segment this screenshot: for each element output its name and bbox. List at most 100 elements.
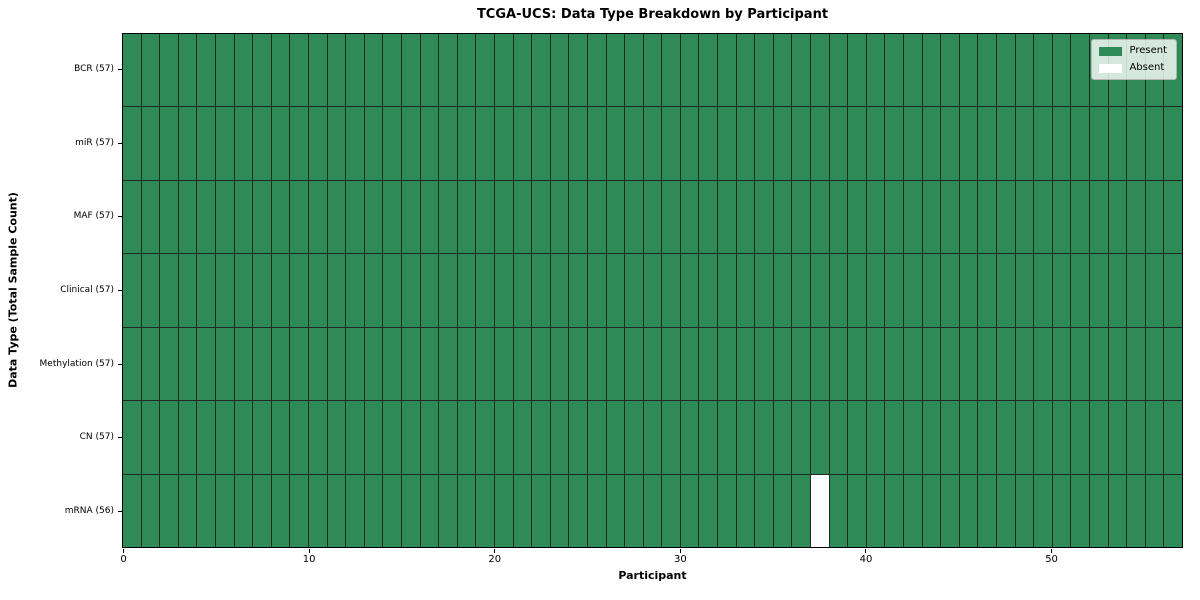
- heatmap-cell-present: [383, 180, 401, 254]
- legend: Present Absent: [1091, 39, 1177, 80]
- heatmap-cell-present: [197, 107, 215, 180]
- heatmap-cell-present: [457, 401, 476, 474]
- heatmap-cell-present: [290, 254, 308, 327]
- heatmap-cell-present: [1034, 34, 1052, 107]
- heatmap-cell-present: [550, 401, 569, 474]
- heatmap-cell-present: [401, 474, 420, 547]
- heatmap-cell-present: [959, 474, 978, 547]
- heatmap-cell-present: [1052, 401, 1071, 474]
- heatmap-cell-present: [1127, 107, 1145, 180]
- heatmap-cell-present: [755, 180, 773, 254]
- heatmap-cell-present: [457, 474, 476, 547]
- heatmap-cell-present: [643, 401, 662, 474]
- heatmap-cell-present: [1015, 180, 1034, 254]
- y-tick-label: MAF (57): [73, 211, 114, 222]
- heatmap-cell-present: [606, 180, 625, 254]
- heatmap-cell-present: [885, 254, 904, 327]
- heatmap-cell-present: [978, 474, 997, 547]
- x-tick-label: 20: [488, 554, 502, 565]
- heatmap-cell-present: [439, 180, 457, 254]
- heatmap-cell-present: [1071, 34, 1090, 107]
- heatmap-cell-present: [1090, 254, 1108, 327]
- heatmap-cell-present: [904, 34, 922, 107]
- heatmap-cell-present: [662, 180, 680, 254]
- heatmap-cell-present: [569, 180, 587, 254]
- heatmap-cell-present: [941, 180, 959, 254]
- heatmap-cell-present: [569, 401, 587, 474]
- heatmap-cell-present: [364, 254, 383, 327]
- heatmap-cell-present: [959, 107, 978, 180]
- heatmap-cell-present: [829, 474, 848, 547]
- heatmap-cell-present: [420, 254, 439, 327]
- heatmap-cell-present: [569, 107, 587, 180]
- heatmap-cell-present: [1164, 180, 1182, 254]
- heatmap-cell-present: [755, 107, 773, 180]
- heatmap-cell-present: [327, 254, 346, 327]
- heatmap-cell-present: [978, 107, 997, 180]
- heatmap-cell-present: [494, 327, 513, 401]
- heatmap-cell-present: [550, 180, 569, 254]
- heatmap-cell-present: [755, 401, 773, 474]
- heatmap-cell-present: [271, 474, 290, 547]
- heatmap-cell-present: [1052, 474, 1071, 547]
- heatmap-cell-present: [123, 34, 141, 107]
- heatmap-cell-present: [364, 34, 383, 107]
- heatmap-cell-present: [532, 327, 550, 401]
- heatmap-cell-present: [941, 474, 959, 547]
- heatmap-cell-present: [215, 401, 234, 474]
- heatmap-cell-present: [532, 474, 550, 547]
- heatmap-cell-present: [755, 34, 773, 107]
- heatmap-cell-present: [680, 327, 699, 401]
- x-axis-label: Participant: [618, 569, 687, 582]
- heatmap-cell-present: [290, 474, 308, 547]
- heatmap-cell-present: [439, 401, 457, 474]
- heatmap-cell-present: [160, 401, 178, 474]
- heatmap-cell-present: [587, 254, 606, 327]
- heatmap-cell-present: [123, 254, 141, 327]
- heatmap-cell-present: [197, 327, 215, 401]
- heatmap-cell-present: [978, 180, 997, 254]
- heatmap-cell-present: [178, 474, 197, 547]
- heatmap-cell-present: [513, 180, 532, 254]
- heatmap-cell-present: [401, 327, 420, 401]
- heatmap-cell-present: [699, 107, 718, 180]
- heatmap-cell-present: [364, 107, 383, 180]
- heatmap-cell-present: [494, 401, 513, 474]
- heatmap-cell-present: [606, 327, 625, 401]
- heatmap-cell-present: [253, 107, 271, 180]
- heatmap-cell-present: [997, 327, 1015, 401]
- heatmap-cell-present: [253, 401, 271, 474]
- heatmap-cell-present: [941, 401, 959, 474]
- heatmap-cell-present: [271, 107, 290, 180]
- heatmap-cell-present: [773, 180, 792, 254]
- heatmap-cell-present: [476, 254, 494, 327]
- heatmap-cell-present: [476, 34, 494, 107]
- heatmap-cell-present: [1164, 254, 1182, 327]
- heatmap-cell-present: [141, 107, 160, 180]
- x-tick-mark: [494, 549, 496, 553]
- heatmap-cell-present: [997, 254, 1015, 327]
- heatmap-cell-present: [160, 254, 178, 327]
- heatmap-cell-present: [439, 254, 457, 327]
- y-tick-label: miR (57): [75, 137, 114, 148]
- heatmap-cell-present: [290, 107, 308, 180]
- heatmap-cell-present: [959, 401, 978, 474]
- heatmap-cell-present: [364, 474, 383, 547]
- y-tick-mark: [118, 216, 122, 218]
- heatmap-cell-present: [736, 401, 755, 474]
- heatmap-cell-present: [569, 474, 587, 547]
- heatmap-cell-present: [308, 254, 327, 327]
- heatmap-cell-present: [978, 254, 997, 327]
- heatmap-cell-present: [680, 401, 699, 474]
- heatmap-cell-present: [941, 327, 959, 401]
- heatmap-cell-present: [494, 107, 513, 180]
- chart-title: TCGA-UCS: Data Type Breakdown by Partici…: [476, 7, 829, 22]
- heatmap-cell-present: [234, 254, 253, 327]
- heatmap-cell-present: [904, 180, 922, 254]
- heatmap-cell-present: [773, 327, 792, 401]
- heatmap-cell-present: [215, 180, 234, 254]
- heatmap-cell-present: [718, 401, 736, 474]
- heatmap-cell-present: [253, 474, 271, 547]
- heatmap-cell-present: [494, 474, 513, 547]
- heatmap-cell-present: [308, 327, 327, 401]
